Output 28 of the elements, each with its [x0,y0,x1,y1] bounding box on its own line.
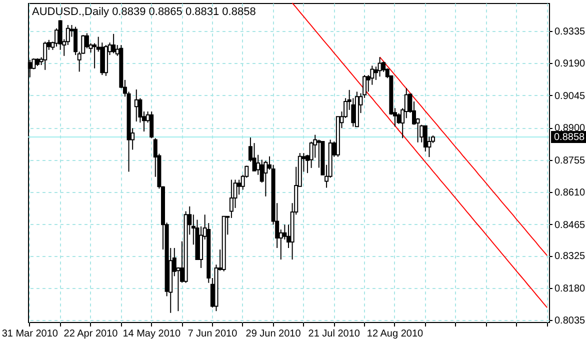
y-tick-label: 0.8900 [554,123,586,134]
y-tick-label: 0.8610 [554,188,586,199]
x-tick-label: 21 Jul 2010 [308,328,360,340]
candlestick [229,179,234,218]
x-tick-label: 7 Jun 2010 [188,328,238,340]
y-tick-label: 0.8465 [554,220,586,231]
y-tick-label: 0.9335 [554,26,586,38]
x-tick-label: 22 Apr 2010 [64,328,118,340]
candlestick [150,110,154,139]
x-tick-label: 12 Aug 2010 [366,328,424,340]
candlestick [378,56,382,78]
y-tick-label: 0.9045 [554,90,586,102]
line-series [379,56,548,256]
y-tick-label: 0.8035 [554,316,586,326]
candlestick [43,41,48,70]
y-tick-label: 0.9190 [554,58,586,70]
x-tick-label: 31 Mar 2010 [2,328,58,340]
line-series [292,2,548,308]
x-tick-label: 29 Jun 2010 [246,328,302,340]
y-tick-label: 0.8180 [554,283,586,294]
candlestick [237,179,242,196]
y-tick-label: 0.8325 [554,251,586,262]
candlestick [112,33,116,54]
candlestick [264,160,268,197]
ref-line-label: 0.8858 [554,132,586,144]
y-tick-label: 0.8755 [554,155,586,166]
chart-title: AUDUSD.,Daily 0.8839 0.8865 0.8831 0.8858 [32,6,256,18]
x-tick-label: 14 May 2010 [122,328,181,340]
